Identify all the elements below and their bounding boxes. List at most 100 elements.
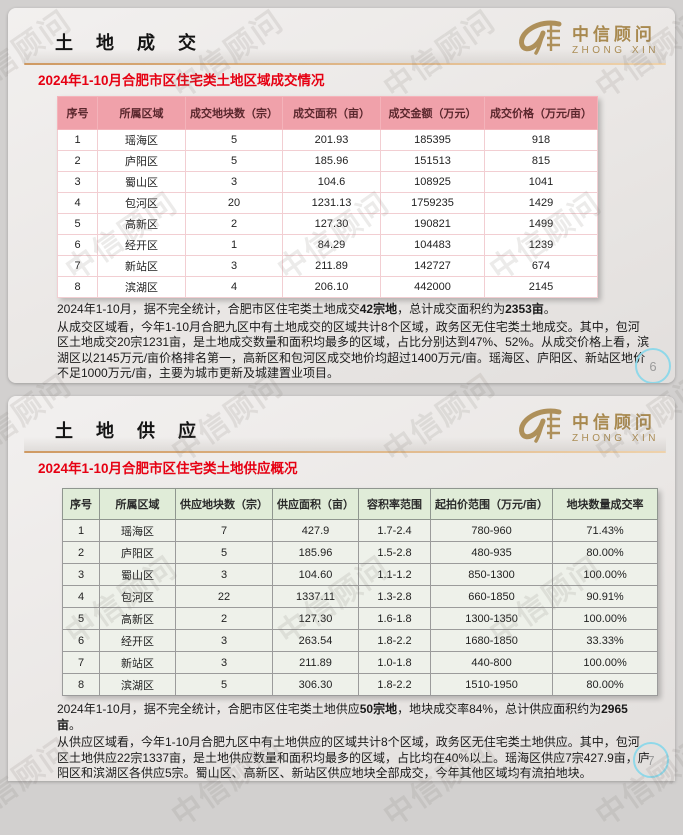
highlight-text: 42宗地 [359, 302, 398, 316]
table-cell: 5 [185, 150, 283, 172]
table-cell: 高新区 [99, 607, 176, 630]
table-cell: 滨湖区 [99, 673, 176, 696]
table-cell: 1231.13 [282, 192, 381, 214]
table-cell: 1.6-1.8 [358, 607, 431, 630]
table-cell: 780-960 [429, 519, 554, 542]
plain-text: 从供应区域看，今年1-10月合肥九区中有土地供应的区域共计8个区域，政务区无住宅… [57, 735, 650, 780]
zhongxin-logo-icon [513, 19, 565, 62]
table-cell: 263.54 [272, 629, 359, 652]
table-cell: 1 [185, 234, 283, 256]
table-cell: 1.3-2.8 [358, 585, 431, 608]
table-cell: 850-1300 [429, 563, 554, 586]
table-cell: 185.96 [272, 541, 359, 564]
table-cell: 7 [57, 255, 98, 277]
table-cell: 206.10 [282, 276, 381, 298]
table-cell: 1510-1950 [429, 673, 554, 696]
table-cell: 滨湖区 [97, 276, 186, 298]
brand-name-en: ZHONG XIN [571, 45, 659, 56]
table-row: 4 包河区 22 1337.11 1.3-2.8 660-1850 90.91% [62, 585, 659, 608]
table-cell: 1 [57, 129, 98, 151]
table-row: 3 蜀山区 3 104.60 1.1-1.2 850-1300 100.00% [62, 563, 659, 586]
table-cell: 100.00% [552, 563, 659, 586]
table-cell: 3 [62, 563, 100, 586]
table-cell: 3 [175, 651, 273, 674]
table-row: 7 新站区 3 211.89 1.0-1.8 440-800 100.00% [62, 651, 659, 674]
table-cell: 104.60 [272, 563, 359, 586]
table-cell: 1.5-2.8 [358, 541, 431, 564]
table-cell: 440-800 [429, 651, 554, 674]
supply-table: 序号 所属区域 供应地块数（宗） 供应面积（亩） 容积率范围 起拍价范围（万元/亩） 地块数… [62, 488, 659, 696]
page-number-badge: 7 [633, 742, 669, 778]
header-row: 序号 所属区域 供应地块数（宗） 供应面积（亩） 容积率范围 起拍价范围（万元/亩） 地块数… [62, 488, 659, 520]
highlight-text: 50宗地 [359, 702, 398, 716]
slide-title: 土 地 供 应 [55, 421, 206, 441]
table-cell: 2145 [484, 276, 598, 298]
table-cell: 22 [175, 585, 273, 608]
column-header: 成交价格（万元/亩） [484, 96, 598, 130]
table-cell: 201.93 [282, 129, 381, 151]
table-cell: 5 [57, 213, 98, 235]
table-row: 5 高新区 2 127.30 1.6-1.8 1300-1350 100.00% [62, 607, 659, 630]
table-cell: 1337.11 [272, 585, 359, 608]
table-cell: 8 [62, 673, 100, 696]
table-cell: 80.00% [552, 673, 659, 696]
table-cell: 蜀山区 [97, 171, 186, 193]
table-cell: 20 [185, 192, 283, 214]
table-cell: 90.91% [552, 585, 659, 608]
table-cell: 蜀山区 [99, 563, 176, 586]
table-cell: 211.89 [282, 255, 381, 277]
column-header: 供应地块数（宗） [175, 488, 273, 520]
header-divider-line [24, 63, 666, 65]
table-cell: 674 [484, 255, 598, 277]
table-cell: 3 [185, 255, 283, 277]
table-cell: 100.00% [552, 651, 659, 674]
summary-text: 2024年1-10月，据不完全统计，合肥市区住宅类土地成交42宗地，总计成交面积… [57, 302, 651, 383]
header-row: 序号 所属区域 成交地块数（宗） 成交面积（亩） 成交金额（万元） 成交价格（万元/亩） [57, 96, 598, 130]
transactions-table-container: 序号 所属区域 成交地块数（宗） 成交面积（亩） 成交金额（万元） 成交价格（万元/亩） … [57, 96, 598, 298]
table-cell: 127.30 [272, 607, 359, 630]
transactions-table: 序号 所属区域 成交地块数（宗） 成交面积（亩） 成交金额（万元） 成交价格（万元/亩） … [57, 96, 598, 298]
table-row: 3 蜀山区 3 104.6 108925 1041 [57, 171, 598, 193]
table-cell: 2 [175, 607, 273, 630]
table-cell: 4 [185, 276, 283, 298]
table-row: 8 滨湖区 4 206.10 442000 2145 [57, 276, 598, 298]
table-row: 1 瑶海区 5 201.93 185395 918 [57, 129, 598, 151]
table-row: 7 新站区 3 211.89 142727 674 [57, 255, 598, 277]
slide-land-supply: 土 地 供 应 中信顾问 ZHONG XIN 2024年1-10月合肥市区住宅类… [8, 396, 675, 781]
table-cell: 包河区 [99, 585, 176, 608]
table-cell: 4 [62, 585, 100, 608]
table-cell: 高新区 [97, 213, 186, 235]
table-cell: 5 [175, 541, 273, 564]
table-cell: 1680-1850 [429, 629, 554, 652]
table-row: 6 经开区 1 84.29 104483 1239 [57, 234, 598, 256]
table-cell: 2 [62, 541, 100, 564]
plain-text: 2024年1-10月，据不完全统计，合肥市区住宅类土地供应 [57, 702, 360, 716]
table-cell: 1429 [484, 192, 598, 214]
table-cell: 142727 [380, 255, 485, 277]
table-cell: 新站区 [97, 255, 186, 277]
table-cell: 1239 [484, 234, 598, 256]
table-body: 1 瑶海区 7 427.9 1.7-2.4 780-960 71.43% 2 庐阳区 5 185.9… [62, 519, 659, 696]
table-cell: 5 [62, 607, 100, 630]
table-cell: 3 [57, 171, 98, 193]
brand-name-cn: 中信顾问 [571, 413, 656, 432]
table-row: 5 高新区 2 127.30 190821 1499 [57, 213, 598, 235]
table-cell: 33.33% [552, 629, 659, 652]
table-cell: 442000 [380, 276, 485, 298]
table-cell: 104483 [380, 234, 485, 256]
table-cell: 1.8-2.2 [358, 629, 431, 652]
table-cell: 瑶海区 [99, 519, 176, 542]
header-shadow [24, 49, 666, 63]
table-cell: 151513 [380, 150, 485, 172]
section-title: 2024年1-10月合肥市区住宅类土地区域成交情况 [38, 73, 325, 88]
table-cell: 瑶海区 [97, 129, 186, 151]
section-title: 2024年1-10月合肥市区住宅类土地供应概况 [38, 461, 298, 476]
table-cell: 211.89 [272, 651, 359, 674]
body-paragraph: 2024年1-10月，据不完全统计，合肥市区住宅类土地供应50宗地，地块成交率8… [57, 702, 651, 733]
page-number-badge: 6 [635, 348, 671, 383]
plain-text: 。 [69, 717, 82, 732]
table-cell: 庐阳区 [99, 541, 176, 564]
table-cell: 108925 [380, 171, 485, 193]
plain-text: ，地块成交率84%，总计供应面积约为 [397, 702, 602, 716]
table-row: 1 瑶海区 7 427.9 1.7-2.4 780-960 71.43% [62, 519, 659, 542]
